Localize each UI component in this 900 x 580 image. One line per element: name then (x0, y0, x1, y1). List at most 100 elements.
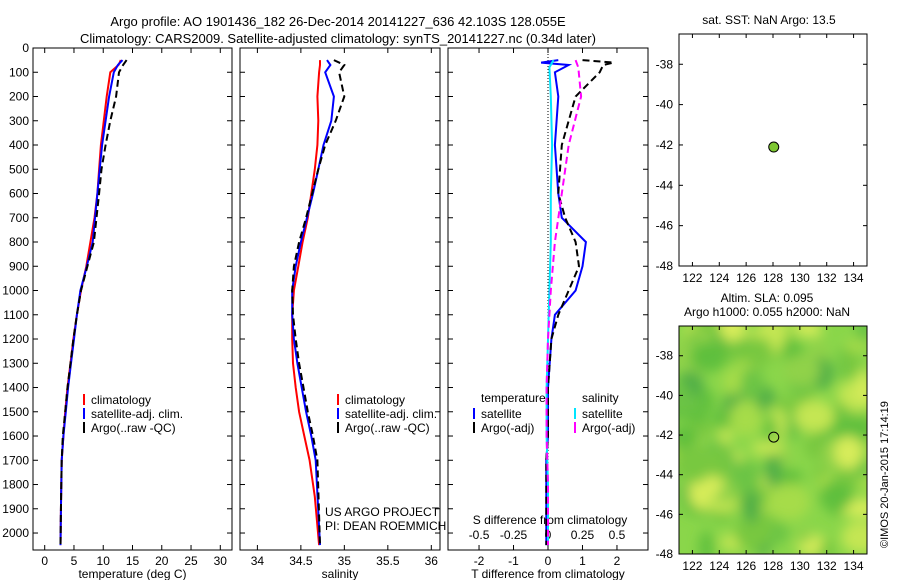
heatmap-cell (750, 440, 785, 456)
series-line-satellite-adj-clim- (291, 59, 335, 546)
map-title-line1: Altim. SLA: 0.095 (721, 291, 814, 305)
series-line-salinity-argo-adj- (545, 59, 583, 546)
x-tick-label: 0 (41, 554, 48, 568)
depth-tick-label: 600 (9, 187, 29, 201)
x-tick-label: 2 (614, 554, 621, 568)
depth-tick-label: 1600 (2, 429, 29, 443)
heatmap-cell (729, 399, 763, 437)
x-tick-label: 35 (338, 554, 352, 568)
depth-tick-label: 1900 (2, 502, 29, 516)
map-y-tick-label: -42 (656, 138, 674, 152)
x-tick-label: 10 (97, 554, 111, 568)
map-x-tick-label: 124 (709, 559, 729, 573)
map-x-tick-label: 126 (736, 559, 756, 573)
depth-tick-label: 1200 (2, 332, 29, 346)
depth-tick-label: 700 (9, 211, 29, 225)
depth-tick-label: 1300 (2, 356, 29, 370)
map-y-tick-label: -40 (656, 98, 674, 112)
heatmap-cell (783, 354, 821, 387)
heatmap-cell (723, 451, 737, 470)
series-line-argo-raw-qc- (291, 59, 346, 546)
map-x-tick-label: 130 (790, 559, 810, 573)
float-location-marker (768, 431, 780, 443)
heatmap-cell (764, 415, 777, 446)
heatmap-cell (730, 459, 761, 493)
map-x-tick-label: 134 (844, 559, 864, 573)
legend-entry: Argo(..raw -QC) (345, 421, 430, 435)
top-axis-label: S difference from climatology (473, 513, 628, 527)
heatmap-cell (834, 435, 863, 470)
map-x-tick-label: 122 (682, 271, 702, 285)
map-x-tick-label: 128 (763, 559, 783, 573)
map-x-tick-label: 126 (736, 271, 756, 285)
map-y-tick-label: -44 (656, 178, 674, 192)
float-location-marker (768, 141, 780, 153)
heatmap-cell (719, 326, 746, 343)
heatmap-cell (796, 526, 812, 545)
x-tick-label: 34.5 (289, 554, 313, 568)
heatmap-cell (726, 345, 742, 363)
x-tick-label: -1 (508, 554, 519, 568)
map-x-tick-label: 132 (817, 559, 837, 573)
imos-credit: ©IMOS 20-Jan-2015 17:14:19 (879, 401, 891, 548)
depth-tick-label: 200 (9, 90, 29, 104)
heatmap-cell (705, 440, 728, 453)
x-axis-label: T difference from climatology (471, 567, 625, 580)
x-tick-label: 30 (214, 554, 228, 568)
depth-tick-label: 1500 (2, 405, 29, 419)
heatmap-cell (679, 380, 691, 416)
heatmap-cell (857, 369, 867, 404)
map-y-tick-label: -38 (656, 57, 674, 71)
depth-tick-label: 400 (9, 138, 29, 152)
salinity-diff-tick-label: 0.25 (571, 528, 595, 542)
x-tick-label: 34 (251, 554, 265, 568)
heatmap-cell (767, 483, 811, 521)
depth-tick-label: 1700 (2, 453, 29, 467)
heatmap-cell (794, 400, 835, 433)
heatmap-cell (844, 339, 867, 354)
legend-entry: satellite-adj. clim. (91, 407, 183, 421)
series-line-argo-raw-qc- (59, 59, 128, 546)
legend-entry: Argo(-adj) (481, 421, 534, 435)
heatmap-cell (699, 530, 714, 554)
map-title: sat. SST: NaN Argo: 13.5 (702, 13, 836, 27)
heatmap-cell (841, 520, 867, 554)
heatmap-cell (698, 390, 715, 412)
depth-tick-label: 1000 (2, 284, 29, 298)
map-y-tick-label: -46 (656, 507, 674, 521)
x-tick-label: 20 (155, 554, 169, 568)
x-tick-label: 35.5 (376, 554, 400, 568)
annotation-line: US ARGO PROJECT (325, 505, 440, 519)
heatmap-cell (819, 539, 835, 554)
heatmap-cell (741, 364, 763, 402)
heatmap-cell (690, 341, 729, 372)
legend-entry: Argo(-adj) (582, 421, 635, 435)
map-y-tick-label: -46 (656, 219, 674, 233)
heatmap-cell (709, 457, 726, 478)
heatmap-cell (855, 326, 867, 343)
legend-header-salinity: salinity (582, 391, 619, 405)
x-tick-label: 5 (71, 554, 78, 568)
depth-tick-label: 2000 (2, 526, 29, 540)
x-tick-label: 36 (425, 554, 439, 568)
figure-title-line1: Argo profile: AO 1901436_182 26-Dec-2014… (110, 14, 566, 29)
legend-header-temperature: temperature (481, 391, 546, 405)
x-tick-label: 25 (184, 554, 198, 568)
x-axis-label: temperature (deg C) (78, 567, 186, 580)
map-y-tick-label: -48 (656, 547, 674, 561)
heatmap-cell (742, 337, 774, 368)
map-x-tick-label: 122 (682, 559, 702, 573)
salinity-diff-tick-label: -0.25 (500, 528, 528, 542)
series-line-temperature-argo-adj- (545, 59, 614, 546)
depth-tick-label: 900 (9, 259, 29, 273)
map-x-tick-label: 134 (844, 271, 864, 285)
heatmap-cell (679, 444, 714, 483)
salinity-diff-tick-label: -0.5 (469, 528, 490, 542)
map-x-tick-label: 132 (817, 271, 837, 285)
heatmap-cell (693, 326, 726, 334)
depth-tick-label: 1800 (2, 478, 29, 492)
heatmap-cell (734, 514, 769, 551)
depth-tick-label: 0 (22, 41, 29, 55)
annotation-line: PI: DEAN ROEMMICH (325, 519, 446, 533)
